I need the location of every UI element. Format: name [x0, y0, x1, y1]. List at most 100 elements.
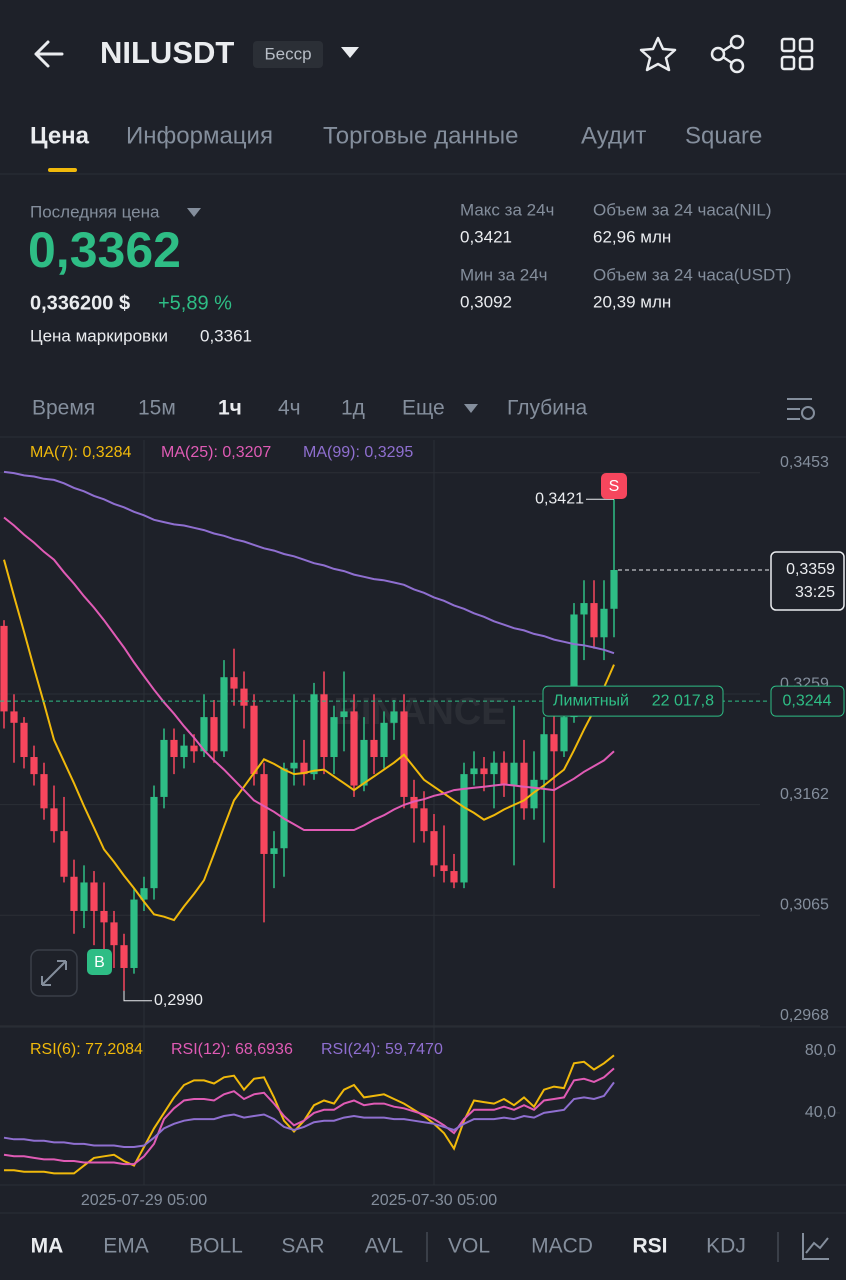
limit-order-amount: 22 017,8: [652, 692, 714, 709]
tab[interactable]: Цена: [30, 122, 90, 149]
x-tick-label: 2025-07-29 05:00: [81, 1192, 207, 1209]
chart-settings[interactable]: [787, 398, 815, 420]
candle-body: [330, 717, 338, 758]
indicator-line: [3, 1067, 615, 1166]
candle-body: [530, 779, 538, 809]
usd-price: 0,336200 $: [30, 292, 130, 314]
header: NILUSDT Бесср: [34, 34, 814, 74]
mark-price-label: Цена маркировки: [30, 326, 168, 345]
last-price: 0,3362: [28, 222, 181, 278]
candle-body: [120, 945, 128, 968]
candle-body: [490, 762, 498, 775]
indicator-line: [3, 516, 615, 831]
candle-body: [170, 739, 178, 758]
candle-body: [460, 774, 468, 883]
candle-body: [440, 865, 448, 872]
candle-body: [340, 711, 348, 718]
last-price-label: Последняя цена: [30, 202, 160, 221]
candle-body: [420, 808, 428, 832]
badge-bg: [253, 41, 323, 68]
candle-body: [70, 876, 78, 911]
y-tick-label: 0,3065: [780, 896, 829, 913]
last-price-tag: [770, 551, 845, 611]
layout-button[interactable]: [780, 37, 814, 71]
countdown: 33:25: [795, 584, 835, 601]
indicator-line: [4, 1054, 615, 1175]
tab[interactable]: Square: [685, 122, 762, 149]
candle-body: [550, 734, 558, 752]
candle-body: [110, 922, 118, 946]
indicator[interactable]: RSI: [632, 1235, 667, 1258]
indicator-line: [3, 559, 615, 922]
candle-body: [280, 768, 288, 849]
indicator[interactable]: MACD: [531, 1235, 593, 1258]
candle-body: [90, 882, 98, 911]
back-button[interactable]: [34, 40, 64, 68]
candle-body: [390, 711, 398, 723]
candle-body: [470, 768, 478, 775]
indicator[interactable]: SAR: [281, 1235, 324, 1258]
interval[interactable]: 1д: [341, 397, 365, 420]
candle-body: [290, 762, 298, 769]
legend-entry: RSI(6): 77,2084: [30, 1041, 143, 1058]
legend-entry: MA(25): 0,3207: [161, 444, 271, 461]
candle-body: [590, 603, 598, 638]
indicator[interactable]: BOLL: [189, 1235, 243, 1258]
indicator[interactable]: KDJ: [706, 1235, 746, 1258]
sell-marker-bg: [601, 473, 627, 499]
candle-body: [210, 717, 218, 752]
interval[interactable]: 15м: [138, 397, 176, 420]
interval[interactable]: 1ч: [218, 397, 242, 420]
mark-price: 0,3361: [200, 326, 252, 345]
candle-body: [360, 739, 368, 786]
dropdown[interactable]: [187, 208, 201, 217]
candle-body: [130, 899, 138, 968]
volume-label: Объем за 24 часа(NIL): [593, 200, 772, 219]
markers: B S: [30, 473, 627, 997]
legend-entry: RSI(24): 59,7470: [321, 1041, 443, 1058]
symbol-title: NILUSDT: [100, 35, 234, 70]
candle-body: [410, 796, 418, 809]
interval-bar: Время 15м 1ч 4ч 1д Еще Глубина: [0, 397, 846, 438]
low-connector: [123, 990, 152, 1002]
indicator[interactable]: MA: [31, 1235, 64, 1258]
candle-body: [500, 762, 508, 786]
high-24h: 0,3421: [460, 227, 512, 246]
interval[interactable]: Глубина: [507, 397, 588, 420]
low-24h: 0,3092: [460, 292, 512, 311]
candle-body: [190, 745, 198, 752]
indicator-line: [3, 470, 615, 655]
interval[interactable]: 4ч: [278, 397, 301, 420]
tab[interactable]: Аудит: [581, 122, 646, 149]
volume: 20,39 млн: [593, 292, 671, 311]
candle-body: [270, 848, 278, 854]
candle-body: [40, 774, 48, 809]
share-button[interactable]: [710, 34, 745, 74]
indicator[interactable]: AVL: [365, 1235, 403, 1258]
tab[interactable]: Информация: [126, 122, 273, 149]
indicator[interactable]: VOL: [448, 1235, 490, 1258]
y-tick-label: 0,2968: [780, 1007, 829, 1024]
indicator-settings[interactable]: [802, 1233, 829, 1260]
y-tick-label: 40,0: [805, 1104, 836, 1121]
legend-entry: MA(99): 0,3295: [303, 444, 413, 461]
tab-indicator: [48, 168, 77, 172]
fullscreen-icon: [41, 960, 67, 986]
interval[interactable]: Еще: [402, 397, 445, 420]
y-tick-label: 80,0: [805, 1042, 836, 1059]
dropdown[interactable]: [341, 47, 359, 58]
interval[interactable]: Время: [32, 397, 95, 420]
candle-body: [370, 739, 378, 758]
candle-body: [20, 722, 28, 758]
candle-body: [560, 717, 568, 752]
candle-body: [10, 711, 18, 723]
candle-body: [140, 888, 148, 900]
tab[interactable]: Торговые данные: [323, 122, 519, 149]
favorite-button[interactable]: [639, 36, 677, 72]
limit-order-name: Лимитный: [553, 692, 629, 709]
chart-area: 2025-07-29 05:00 2025-07-30 05:00 0,3453 0,…: [0, 440, 846, 1209]
dropdown[interactable]: [464, 404, 478, 413]
indicator[interactable]: EMA: [103, 1235, 149, 1258]
candle-body: [380, 722, 388, 758]
